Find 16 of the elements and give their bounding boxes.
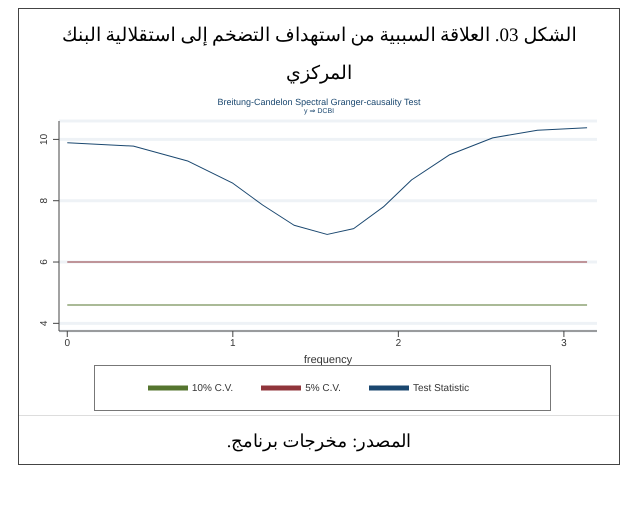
y-tick-label: 6 <box>39 258 50 265</box>
y-tick-label: 4 <box>39 320 50 326</box>
legend-label: 10% C.V. <box>192 382 234 394</box>
x-tick-label: 0 <box>64 338 70 350</box>
x-axis-title: frequency <box>304 354 353 366</box>
x-tick-label: 3 <box>561 338 568 350</box>
y-tick-label: 8 <box>39 197 50 204</box>
text: المصدر: مخرجات برنامج. <box>19 415 619 464</box>
x-tick-label: 1 <box>230 338 236 350</box>
x-tick-label: 2 <box>396 338 402 350</box>
chart-subtitle: Breitung-Candelon Spectral Granger-causality Test <box>216 97 422 107</box>
chart-title: الشكل 03. العلاقة السببية من استهداف التضخم إلى استقلالية البنك المركزي <box>60 24 578 86</box>
legend-label: 5% C.V. <box>305 382 341 394</box>
y-tick-label: 10 <box>39 133 50 145</box>
legend-label: Test Statistic <box>412 382 470 394</box>
line-series <box>66 127 588 235</box>
